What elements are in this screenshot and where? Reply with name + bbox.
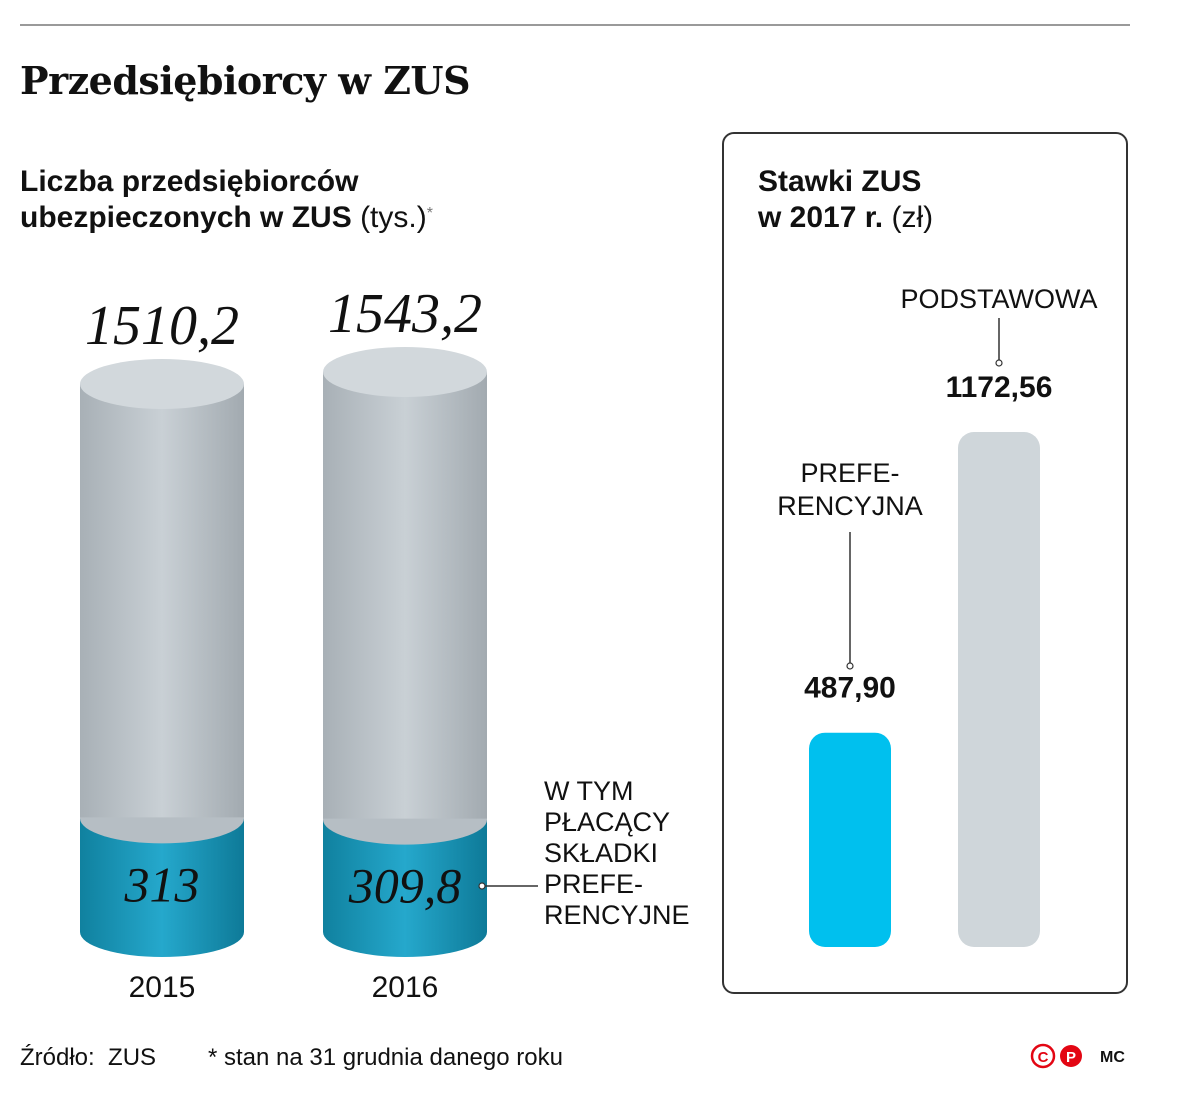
cylinder-top-2015 — [80, 358, 244, 409]
left-subtitle-line1: Liczba przedsiębiorców — [20, 165, 359, 198]
cylinder-bottom-2016 — [323, 907, 487, 957]
cylinder-split-2015 — [80, 817, 244, 844]
cylinder-bottom-2015 — [80, 907, 244, 957]
cylinder-top-2016 — [323, 347, 487, 397]
footnote-mark: * — [426, 205, 433, 222]
cylinder-split-2016 — [323, 818, 487, 845]
rates-panel — [722, 132, 1128, 994]
annotation-line-4: RENCYJNE — [544, 900, 690, 930]
logo-letter-p: P — [1066, 1049, 1076, 1066]
source-value: ZUS — [108, 1044, 157, 1071]
charts-canvas: 1510,2 313 2015 1543,2 309,8 2016 W TYMPŁACĄCY… — [80, 283, 1098, 1004]
publisher-logo: C P — [1030, 1043, 1082, 1069]
left-chart-subtitle: Liczba przedsiębiorców ubezpieczonych w … — [20, 164, 433, 236]
top-rule — [20, 24, 1130, 26]
value-label-preferential-2015: 313 — [124, 856, 200, 912]
logo-circle-p — [1060, 1045, 1082, 1067]
logo-circle-c — [1030, 1043, 1056, 1069]
footer-note: * stan na 31 grudnia danego roku — [208, 1044, 563, 1071]
annotation-line-3: PREFE- — [544, 869, 643, 899]
year-label-2015: 2015 — [129, 971, 196, 1004]
left-subtitle-unit: (tys.) — [360, 201, 427, 234]
footer-source: Źródło: ZUS — [20, 1044, 156, 1072]
right-bar-chart: 487,90 PREFE-RENCYJNA 1172,56 PODSTAWOWA — [777, 284, 1098, 947]
right-subtitle-line1: Stawki ZUS — [758, 165, 922, 198]
value-label-preferential-2016: 309,8 — [348, 858, 462, 914]
right-subtitle-unit: (zł) — [891, 201, 934, 234]
category-label-prefe-rencyjna-1: RENCYJNA — [777, 491, 923, 521]
author-initials: MC — [1100, 1049, 1125, 1066]
annotation-line-0: W TYM — [544, 776, 634, 806]
value-label-podstawowa: 1172,56 — [946, 371, 1053, 404]
right-subtitle-line2: w 2017 r. — [758, 201, 884, 234]
cylinder-body-total-2015 — [80, 383, 244, 819]
year-label-2016: 2016 — [372, 971, 439, 1004]
right-chart-subtitle: Stawki ZUS w 2017 r. (zł) — [758, 164, 933, 236]
category-label-prefe-rencyjna-0: PREFE- — [800, 458, 899, 488]
annotation-line-1: PŁACĄCY — [544, 807, 670, 837]
annotation-line-2: SKŁADKI — [544, 838, 658, 868]
logo-letter-c: C — [1038, 1049, 1049, 1066]
value-label-prefe-rencyjna: 487,90 — [804, 672, 896, 705]
annotation-leader-dot — [478, 882, 486, 890]
category-leader-dot-prefe-rencyjna — [846, 662, 854, 670]
page-title: Przedsiębiorcy w ZUS — [20, 58, 471, 103]
bar-podstawowa — [958, 432, 1040, 947]
category-label-podstawowa-0: PODSTAWOWA — [901, 284, 1098, 314]
left-cylinder-chart: 1510,2 313 2015 1543,2 309,8 2016 W TYMPŁACĄCY… — [80, 283, 690, 1004]
value-label-total-2016: 1543,2 — [328, 283, 482, 345]
left-subtitle-line2: ubezpieczonych w ZUS — [20, 201, 352, 234]
cylinder-body-total-2016 — [323, 372, 487, 820]
source-label: Źródło: — [20, 1044, 95, 1071]
category-leader-dot-podstawowa — [995, 359, 1003, 367]
value-label-total-2015: 1510,2 — [85, 295, 239, 357]
bar-prefe-rencyjna — [809, 732, 891, 947]
